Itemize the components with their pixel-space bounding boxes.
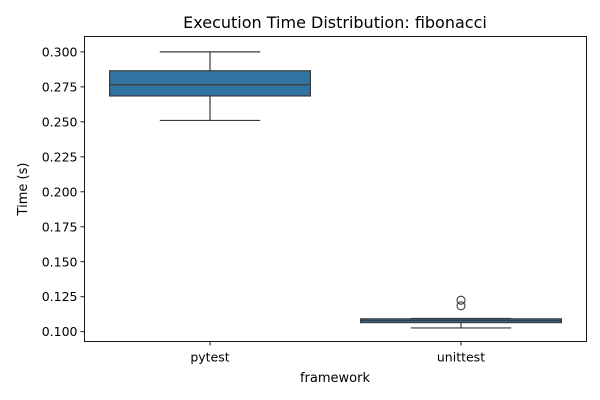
x-axis: pytest unittest: [190, 341, 485, 365]
y-tick-label: 0.175: [42, 219, 78, 234]
plot-frame: [84, 36, 587, 342]
box-pytest: [108, 51, 312, 122]
y-tick-label: 0.225: [42, 149, 78, 164]
y-tick-label: 0.125: [42, 289, 78, 304]
outlier-point: [456, 301, 466, 311]
y-axis: 0.100 0.125 0.150 0.175 0.200 0.225 0.250 0.275…: [42, 44, 85, 339]
outlier-point: [456, 295, 466, 305]
y-axis-label: Time (s): [16, 163, 31, 217]
x-tick-label: unittest: [437, 350, 485, 365]
x-axis-label: framework: [300, 371, 370, 386]
y-tick-label: 0.200: [42, 184, 78, 199]
y-tick-label: 0.300: [42, 44, 78, 59]
y-tick-label: 0.100: [42, 324, 78, 339]
y-tick-label: 0.250: [42, 114, 78, 129]
y-tick-label: 0.150: [42, 254, 78, 269]
box-unittest: [360, 295, 563, 329]
x-tick-label: pytest: [190, 350, 229, 365]
y-tick-label: 0.275: [42, 79, 78, 94]
chart-title: Execution Time Distribution: fibonacci: [183, 13, 487, 32]
plot-area: [108, 51, 563, 329]
iqr-box: [108, 70, 312, 97]
